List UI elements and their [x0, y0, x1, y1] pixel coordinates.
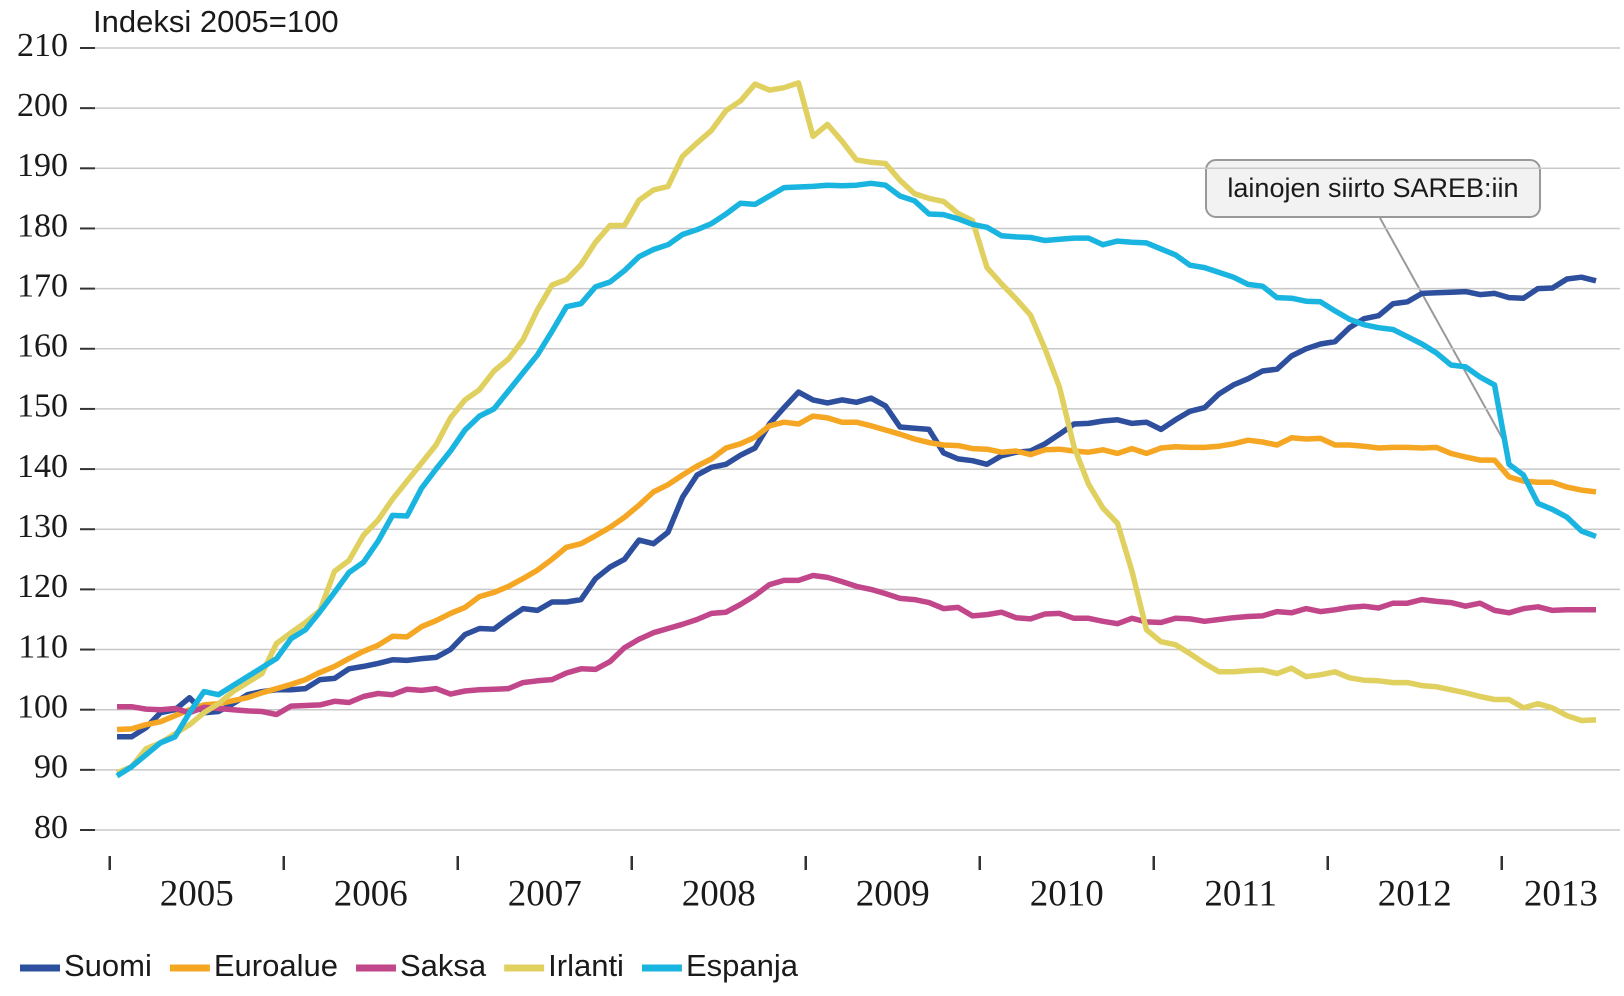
x-tick-label: 2005	[160, 873, 234, 914]
legend-label: Suomi	[64, 948, 152, 983]
x-tick-label: 2009	[856, 873, 930, 914]
y-tick-label: 160	[17, 328, 68, 365]
y-tick-label: 180	[17, 207, 68, 244]
y-tick-label: 170	[17, 267, 68, 304]
y-tick-label: 190	[17, 147, 68, 184]
annotation-pointer	[1379, 217, 1506, 444]
series-line	[115, 80, 1597, 776]
legend-label: Irlanti	[548, 948, 624, 983]
legend-label: Espanja	[686, 948, 799, 983]
series-line	[115, 180, 1597, 779]
y-tick-label: 200	[17, 87, 68, 124]
y-tick-label: 130	[17, 508, 68, 545]
y-tick-label: 100	[17, 688, 68, 725]
y-tick-label: 210	[17, 27, 68, 64]
series-line	[116, 413, 1597, 733]
y-axis-label: Indeksi 2005=100	[93, 4, 339, 39]
annotation-box	[1205, 159, 1541, 218]
y-tick-label: 110	[18, 628, 68, 665]
series-line	[117, 572, 1596, 718]
series-line	[117, 274, 1597, 740]
y-tick-label: 80	[34, 809, 68, 846]
y-tick-label: 140	[17, 448, 68, 485]
legend-label: Saksa	[400, 948, 487, 983]
x-tick-label: 2012	[1378, 873, 1452, 914]
x-tick-label: 2006	[334, 873, 408, 914]
y-tick-label: 90	[34, 749, 68, 786]
x-tick-label: 2007	[508, 873, 582, 914]
annotation: lainojen siirto SAREB:iin	[1227, 173, 1518, 203]
x-tick-label: 2008	[682, 873, 756, 914]
y-tick-label: 120	[17, 568, 68, 605]
x-tick-label: 2010	[1030, 873, 1104, 914]
x-tick-label: 2011	[1204, 873, 1277, 914]
legend-label: Euroalue	[214, 948, 338, 983]
x-tick-label: 2013	[1524, 873, 1598, 914]
y-tick-label: 150	[17, 388, 68, 425]
